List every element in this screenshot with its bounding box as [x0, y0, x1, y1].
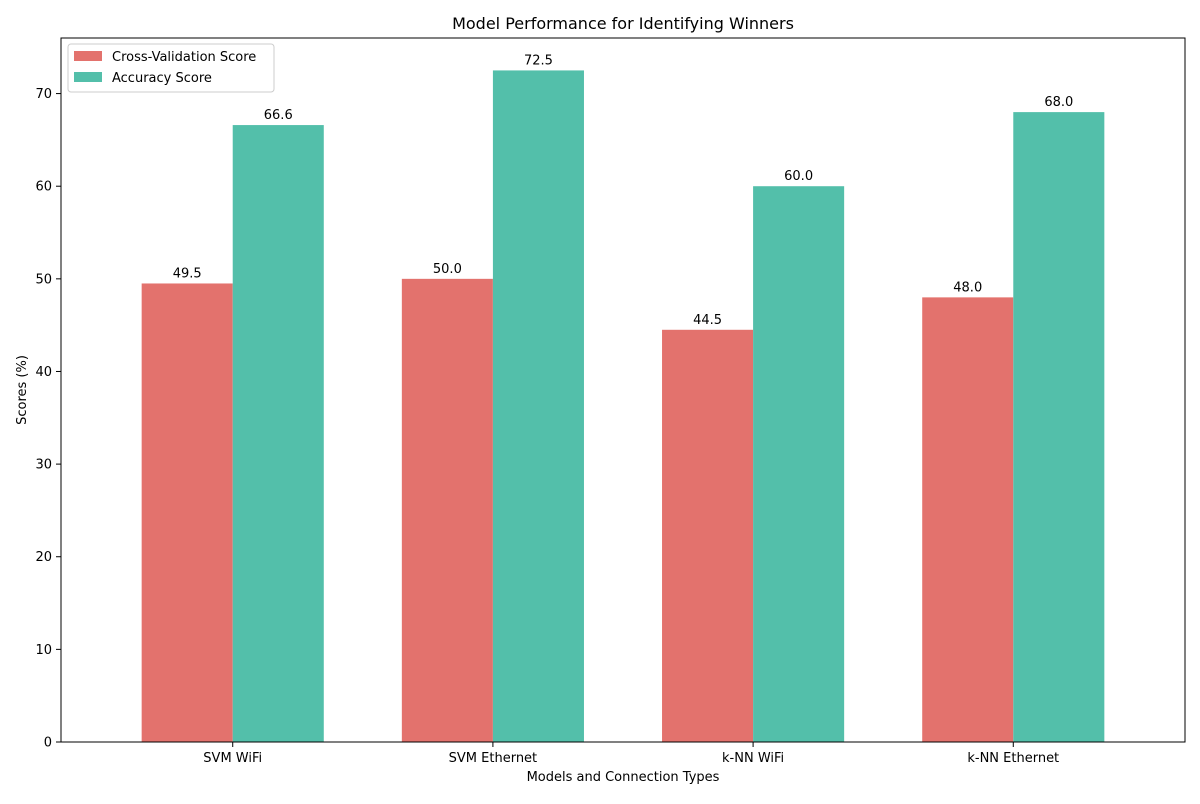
y-tick-label-30: 30: [35, 458, 52, 473]
legend-swatch-1: [74, 72, 102, 82]
value-label-cross-validation-2: 44.5: [693, 313, 722, 328]
legend-label-1: Accuracy Score: [112, 71, 212, 86]
x-tick-label-3: k-NN Ethernet: [967, 751, 1059, 766]
x-axis: SVM WiFi SVM Ethernet k-NN WiFi k-NN Ethern…: [203, 742, 1059, 766]
legend-label-0: Cross-Validation Score: [112, 50, 256, 65]
chart-title: Model Performance for Identifying Winner…: [452, 14, 794, 33]
y-tick-label-60: 60: [35, 180, 52, 195]
value-label-cross-validation-0: 49.5: [173, 266, 202, 281]
legend-swatch-0: [74, 51, 102, 61]
legend-box: [67, 43, 275, 93]
y-axis-label: Scores (%): [15, 355, 30, 425]
value-label-accuracy-0: 66.6: [264, 108, 293, 123]
value-label-accuracy-2: 60.0: [784, 169, 813, 184]
y-axis: 0 10 20 30 40 50 60 70: [35, 87, 61, 751]
bars-layer: [141, 70, 1105, 743]
x-tick-label-0: SVM WiFi: [203, 751, 262, 766]
legend: Cross-Validation Score Accuracy Score: [67, 43, 275, 93]
y-tick-label-0: 0: [44, 736, 52, 751]
x-tick-label-2: k-NN WiFi: [722, 751, 784, 766]
value-label-accuracy-1: 72.5: [524, 53, 553, 68]
bar-accuracy-2: [753, 186, 845, 742]
bar-accuracy-1: [492, 70, 584, 743]
y-tick-label-20: 20: [35, 550, 52, 565]
y-tick-label-10: 10: [35, 643, 52, 658]
plot-frame: [60, 37, 1186, 743]
value-label-cross-validation-3: 48.0: [953, 280, 982, 295]
y-tick-label-50: 50: [35, 272, 52, 287]
bar-cross-validation-1: [401, 278, 493, 742]
value-label-cross-validation-1: 50.0: [433, 262, 462, 277]
y-tick-label-70: 70: [35, 87, 52, 102]
bar-cross-validation-3: [922, 297, 1014, 742]
x-tick-label-1: SVM Ethernet: [449, 751, 538, 766]
x-axis-label: Models and Connection Types: [527, 770, 720, 785]
bar-accuracy-3: [1013, 112, 1105, 743]
value-label-accuracy-3: 68.0: [1044, 95, 1073, 110]
y-tick-label-40: 40: [35, 365, 52, 380]
value-labels-layer: 49.5 50.0 44.5 48.0 66.6 72.5 60.0 68.0: [173, 53, 1074, 327]
bar-cross-validation-2: [662, 329, 754, 742]
bar-accuracy-0: [232, 125, 324, 742]
bar-cross-validation-0: [141, 283, 233, 742]
